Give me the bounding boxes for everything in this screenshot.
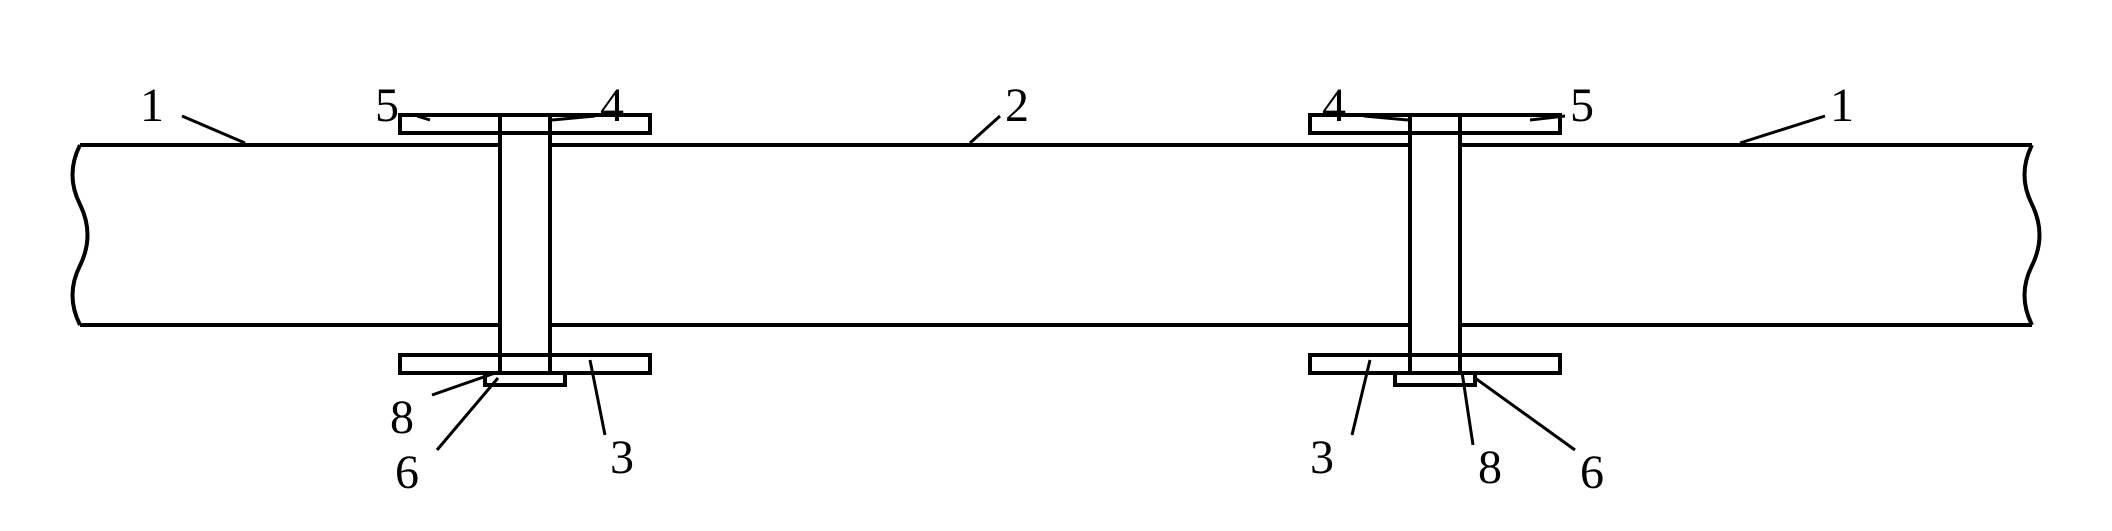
callout-label-1: 1 bbox=[1830, 78, 1854, 133]
callout-label-6: 6 bbox=[395, 445, 419, 500]
callout-label-6: 6 bbox=[1580, 445, 1604, 500]
callout-label-4: 4 bbox=[1322, 78, 1346, 133]
callout-label-5: 5 bbox=[1570, 78, 1594, 133]
callout-label-3: 3 bbox=[610, 430, 634, 485]
callout-label-2: 2 bbox=[1005, 78, 1029, 133]
callout-label-4: 4 bbox=[600, 78, 624, 133]
technical-diagram bbox=[0, 0, 2112, 531]
callout-label-8: 8 bbox=[390, 390, 414, 445]
callout-label-1: 1 bbox=[140, 78, 164, 133]
callout-label-8: 8 bbox=[1478, 440, 1502, 495]
callout-label-3: 3 bbox=[1310, 430, 1334, 485]
callout-label-5: 5 bbox=[375, 78, 399, 133]
